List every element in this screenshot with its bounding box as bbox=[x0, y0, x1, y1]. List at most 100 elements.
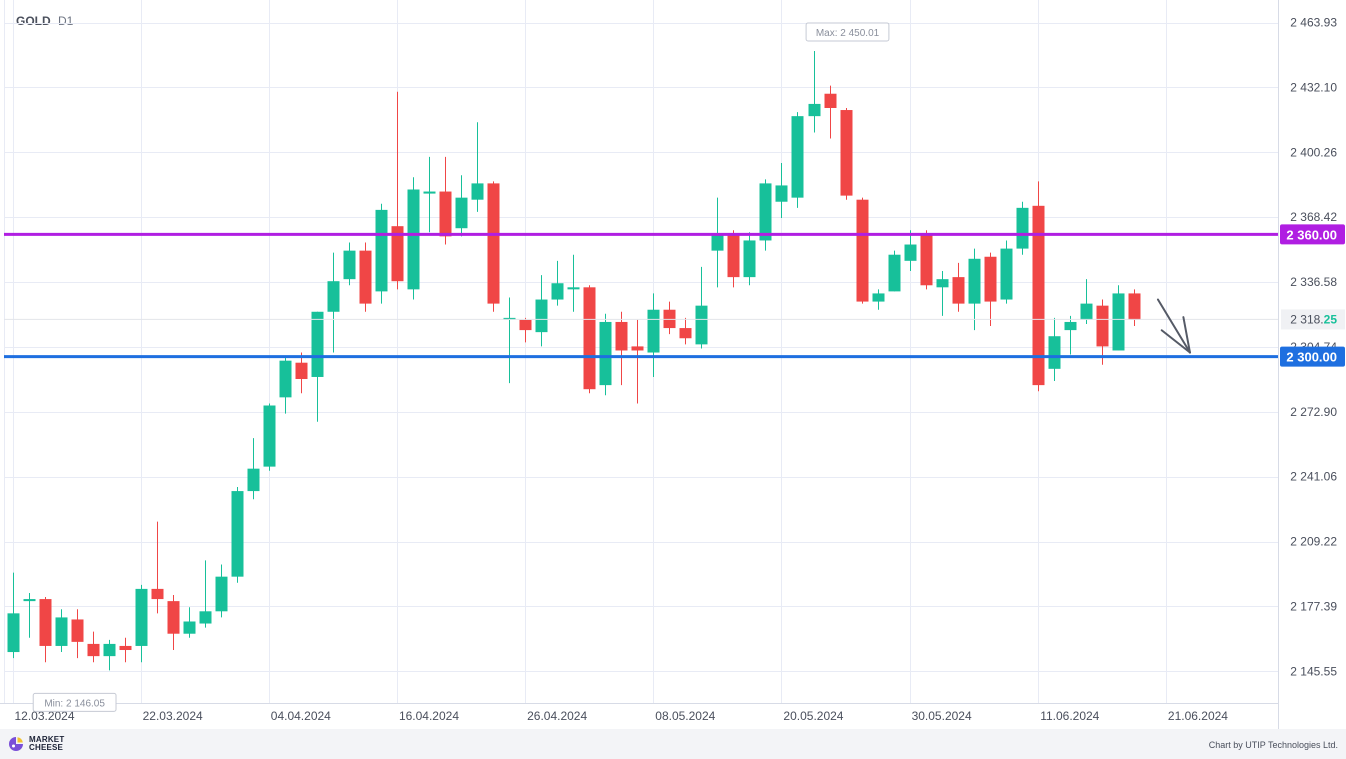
candle-body bbox=[872, 293, 885, 302]
y-tick-label: 2 272.90 bbox=[1290, 405, 1337, 419]
candle-bearish bbox=[1096, 299, 1109, 365]
candle-body bbox=[55, 617, 68, 646]
forecast-arrow-head bbox=[1160, 329, 1191, 354]
candle-body bbox=[936, 279, 949, 288]
candle-bearish bbox=[519, 317, 532, 343]
market-cheese-logo: MARKET CHEESE bbox=[8, 736, 64, 752]
candle-body bbox=[808, 103, 821, 117]
price-chart[interactable]: 2 463.93 2 432.10 2 400.26 2 368.42 2 336.58… bbox=[0, 0, 1346, 729]
x-tick-label: 30.05.2024 bbox=[912, 709, 972, 723]
level-2: 2 300.00 bbox=[4, 346, 1345, 367]
candle-body bbox=[1048, 336, 1061, 369]
candle-bearish bbox=[167, 595, 180, 651]
candle-bullish bbox=[808, 50, 821, 133]
candle-bullish bbox=[135, 584, 148, 663]
candle-body bbox=[295, 362, 308, 380]
candle-bullish bbox=[327, 252, 340, 353]
candle-body bbox=[343, 250, 356, 280]
symbol-label: GOLD bbox=[16, 14, 51, 28]
candle-bearish bbox=[151, 521, 164, 614]
candle-body bbox=[167, 601, 180, 634]
candle-body bbox=[391, 226, 404, 282]
logo-text-line2: CHEESE bbox=[29, 743, 64, 752]
candle-body bbox=[984, 256, 997, 302]
logo-text-line1: MARKET bbox=[29, 735, 65, 744]
y-tick-label: 2 368.42 bbox=[1290, 210, 1337, 224]
candle-bullish bbox=[695, 266, 708, 349]
candle-bullish bbox=[503, 297, 516, 384]
candle-body bbox=[824, 93, 837, 108]
last-price-bg bbox=[1281, 309, 1345, 330]
candle-body bbox=[775, 185, 788, 202]
candle-body bbox=[87, 643, 100, 657]
candle-body bbox=[1064, 321, 1077, 331]
time-axis: 12.03.2024 22.03.2024 04.04.2024 16.04.2024… bbox=[14, 709, 1228, 723]
candle-body bbox=[455, 197, 468, 229]
candle-body bbox=[183, 621, 196, 634]
candle-bullish bbox=[791, 112, 804, 208]
candle-bullish bbox=[263, 403, 276, 471]
candle-bearish bbox=[679, 317, 692, 345]
candle-body bbox=[279, 360, 292, 398]
min-label: Min: 2 146.05 bbox=[32, 692, 117, 712]
candle-body bbox=[599, 321, 612, 386]
candle-body bbox=[1096, 305, 1109, 347]
candle-bearish bbox=[295, 352, 308, 394]
candle-body bbox=[23, 599, 36, 602]
grid bbox=[0, 0, 1279, 729]
candle-body bbox=[567, 287, 580, 290]
candle-bearish bbox=[1032, 181, 1045, 392]
footer-bar bbox=[0, 729, 1346, 759]
candle-body bbox=[968, 258, 981, 304]
candle-body bbox=[519, 319, 532, 331]
candle-bearish bbox=[952, 262, 965, 312]
candle-body bbox=[647, 309, 660, 353]
candle-body bbox=[856, 199, 869, 302]
candle-body bbox=[423, 191, 436, 194]
last-price-frac: 25 bbox=[1324, 312, 1338, 326]
candle-body bbox=[615, 321, 628, 351]
candle-body bbox=[439, 191, 452, 237]
candle-body bbox=[1016, 207, 1029, 249]
max-label-text: Max: 2 450.01 bbox=[816, 28, 880, 39]
candle-bullish bbox=[1064, 315, 1077, 355]
candle-bullish bbox=[743, 232, 756, 286]
candle-body bbox=[695, 305, 708, 345]
price-axis: 2 463.93 2 432.10 2 400.26 2 368.42 2 336.58… bbox=[1290, 16, 1337, 679]
candle-body bbox=[359, 250, 372, 304]
candle-bearish bbox=[663, 301, 676, 335]
candle-body bbox=[759, 183, 772, 241]
candle-bearish bbox=[119, 637, 132, 663]
candle-bullish bbox=[872, 289, 885, 310]
y-tick-label: 2 145.55 bbox=[1290, 664, 1337, 678]
candle-bullish bbox=[103, 639, 116, 671]
candle-body bbox=[407, 189, 420, 290]
logo-icon bbox=[8, 736, 24, 752]
candles bbox=[7, 50, 1141, 671]
y-tick-label: 2 209.22 bbox=[1290, 535, 1337, 549]
last-price-text: 2 318.25 bbox=[1290, 312, 1337, 326]
candle-bearish bbox=[920, 230, 933, 290]
candle-bullish bbox=[647, 293, 660, 377]
candle-bullish bbox=[423, 156, 436, 233]
candle-body bbox=[471, 183, 484, 200]
candle-bearish bbox=[359, 242, 372, 312]
x-tick-label: 21.06.2024 bbox=[1168, 709, 1228, 723]
candle-body bbox=[327, 281, 340, 312]
candle-bullish bbox=[968, 248, 981, 331]
candle-bullish bbox=[199, 560, 212, 628]
candle-bullish bbox=[599, 313, 612, 396]
candle-body bbox=[888, 254, 901, 292]
candle-body bbox=[199, 611, 212, 624]
level-badge-text: 2 360.00 bbox=[1286, 227, 1337, 242]
candle-bullish bbox=[455, 175, 468, 237]
candle-body bbox=[119, 645, 132, 651]
x-tick-label: 08.05.2024 bbox=[655, 709, 715, 723]
candle-body bbox=[135, 588, 148, 646]
candle-bullish bbox=[375, 203, 388, 304]
candle-bearish bbox=[631, 319, 644, 404]
forecast-arrow bbox=[1156, 298, 1191, 354]
x-tick-label: 11.06.2024 bbox=[1040, 709, 1099, 723]
candle-bullish bbox=[551, 260, 564, 306]
candle-bullish bbox=[247, 438, 260, 500]
